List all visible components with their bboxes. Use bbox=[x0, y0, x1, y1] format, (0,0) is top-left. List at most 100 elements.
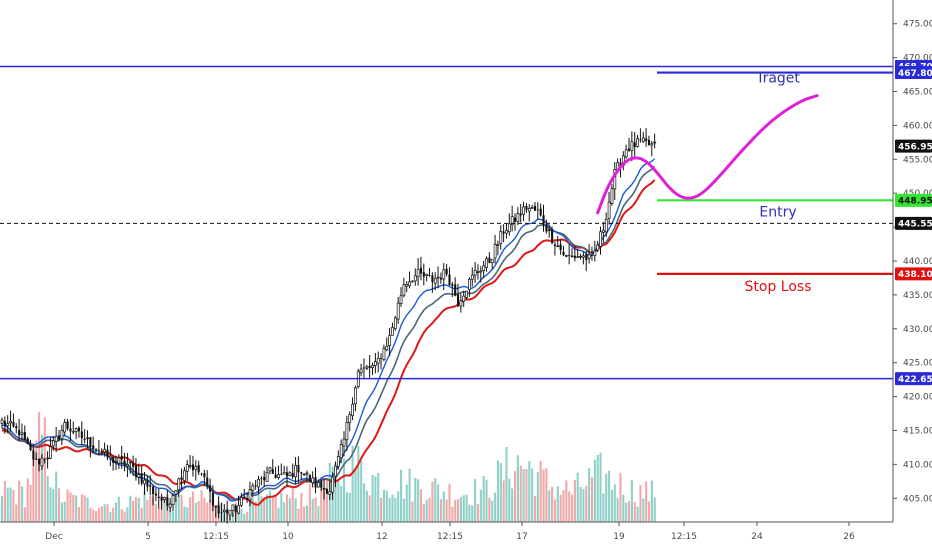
volume-bar bbox=[157, 508, 160, 522]
volume-bar bbox=[448, 483, 451, 522]
candle-body bbox=[120, 456, 123, 460]
candle-body bbox=[294, 465, 297, 478]
volume-bar bbox=[553, 499, 556, 522]
volume-bar bbox=[89, 508, 92, 522]
candle-body bbox=[536, 209, 539, 211]
candle-body bbox=[0, 419, 4, 424]
y-tick-label: 405.00 bbox=[903, 494, 932, 504]
price-tag-label: 438.10 bbox=[898, 270, 932, 280]
candle-body bbox=[402, 284, 406, 296]
volume-bar bbox=[388, 497, 391, 522]
candle-body bbox=[194, 466, 198, 470]
x-tick-label: 24 bbox=[751, 532, 763, 542]
candle-body bbox=[564, 255, 568, 257]
price-levels bbox=[0, 65, 893, 380]
volume-bar bbox=[266, 494, 269, 522]
candle-body bbox=[74, 428, 78, 432]
candle-body bbox=[86, 437, 89, 440]
volume-bar bbox=[160, 498, 163, 522]
volume-bar bbox=[357, 446, 360, 522]
volume-bar bbox=[43, 417, 46, 522]
volume-bar bbox=[585, 485, 588, 522]
volume-bar bbox=[533, 495, 537, 522]
volume-bar bbox=[274, 496, 277, 522]
volume-bar bbox=[20, 486, 24, 522]
price-tag-label: 445.55 bbox=[898, 220, 932, 230]
candle-body bbox=[436, 276, 440, 279]
candle-body bbox=[551, 229, 554, 244]
volume-bar bbox=[183, 506, 186, 522]
volume-bar bbox=[146, 500, 149, 522]
volume-bar bbox=[488, 497, 491, 522]
volume-bar bbox=[323, 489, 326, 522]
candle-body bbox=[380, 358, 383, 359]
candle-body bbox=[533, 205, 537, 211]
annotations: Traget Entry Stop Loss bbox=[745, 71, 812, 295]
candle-body bbox=[200, 473, 203, 475]
y-tick-label: 455.00 bbox=[903, 155, 932, 165]
candle-body bbox=[425, 273, 429, 276]
candle-body bbox=[385, 346, 389, 351]
x-tick-label: 12:15 bbox=[203, 532, 229, 542]
volume-bar bbox=[283, 502, 286, 522]
candle-body bbox=[448, 274, 451, 286]
candle-body bbox=[231, 504, 235, 511]
candle-body bbox=[58, 436, 61, 440]
volume-bar bbox=[625, 502, 628, 522]
y-tick-label: 410.00 bbox=[903, 460, 932, 470]
volume-bar bbox=[317, 506, 320, 522]
candle-body bbox=[562, 251, 565, 256]
volume-bar bbox=[260, 496, 263, 522]
candle-body bbox=[348, 414, 352, 424]
volume-bar bbox=[263, 497, 266, 522]
volume-bar bbox=[354, 468, 357, 522]
candle-body bbox=[442, 269, 446, 280]
volume-bar bbox=[177, 495, 180, 522]
price-tag-box bbox=[895, 193, 932, 207]
volume-bar bbox=[511, 488, 514, 522]
volume-bar bbox=[419, 489, 423, 522]
candle-body bbox=[462, 295, 466, 302]
volume-bar bbox=[288, 498, 291, 522]
volume-bar bbox=[129, 495, 132, 522]
candle-body bbox=[576, 256, 580, 258]
volume-bar bbox=[588, 468, 591, 522]
volume-bar bbox=[203, 497, 206, 522]
candle-body bbox=[607, 201, 611, 219]
candle-body bbox=[157, 496, 160, 498]
y-tick-label: 425.00 bbox=[903, 359, 932, 369]
candle-body bbox=[146, 479, 149, 487]
y-tick-label: 435.00 bbox=[903, 291, 932, 301]
volume-bar bbox=[633, 501, 636, 522]
candle-body bbox=[428, 275, 431, 276]
volume-bar bbox=[562, 490, 565, 522]
candle-body bbox=[180, 477, 183, 480]
candle-body bbox=[331, 476, 335, 493]
price-tag-label: 467.80 bbox=[898, 69, 932, 79]
volume-bar bbox=[26, 478, 29, 522]
volume-bar bbox=[246, 511, 249, 522]
candle-body bbox=[362, 367, 366, 369]
candle-body bbox=[29, 444, 32, 451]
y-tick-label: 465.00 bbox=[903, 88, 932, 98]
volume-bar bbox=[297, 508, 300, 522]
volume-bar bbox=[374, 476, 377, 522]
candle-body bbox=[77, 427, 81, 432]
candle-body bbox=[288, 472, 292, 477]
volume-bar bbox=[237, 507, 240, 522]
volume-bar bbox=[425, 499, 428, 522]
candle-body bbox=[351, 403, 354, 417]
volume-bar bbox=[254, 501, 257, 522]
candle-body bbox=[582, 255, 585, 258]
annotation-label: Traget bbox=[755, 71, 800, 87]
volume-bar bbox=[277, 507, 280, 522]
candle-body bbox=[382, 347, 386, 360]
volume-bar bbox=[593, 459, 596, 522]
candle-body bbox=[322, 487, 326, 490]
candle-body bbox=[553, 244, 556, 246]
candle-body bbox=[282, 472, 286, 475]
candle-body bbox=[92, 445, 95, 450]
candle-body bbox=[183, 470, 186, 481]
volume-bar bbox=[95, 511, 98, 522]
